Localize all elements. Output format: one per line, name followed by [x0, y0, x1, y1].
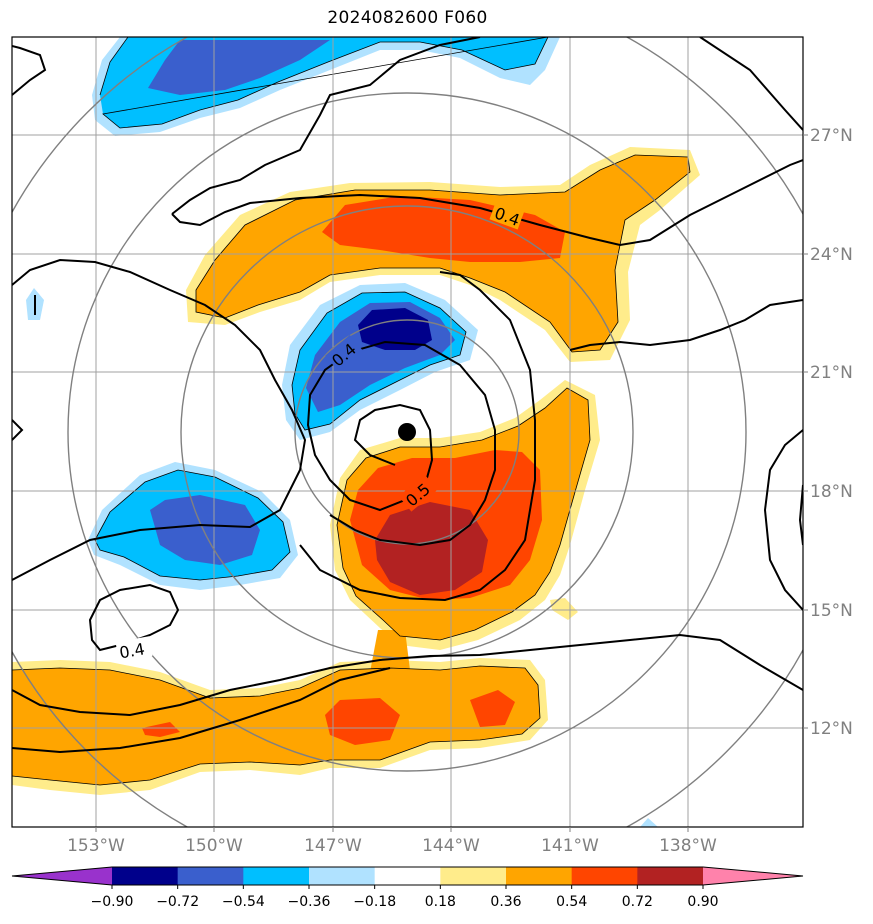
lon-tick-label: 153°W: [67, 836, 125, 856]
colorbar-label: 0.54: [556, 894, 587, 910]
lat-tick-label: 24°N: [810, 245, 853, 265]
colorbar-label: −0.18: [353, 894, 396, 910]
colorbar-label: −0.36: [288, 894, 331, 910]
lon-tick-label: 138°W: [659, 836, 717, 856]
colorbar-segment: [506, 867, 573, 885]
colorbar: −0.90 −0.72 −0.54 −0.36 −0.18 0.18 0.36 0.54 0.7…: [11, 866, 804, 910]
colorbar-label: 0.36: [490, 894, 521, 910]
colorbar-extend-high: [703, 867, 803, 885]
lon-tick-label: 150°W: [185, 836, 243, 856]
longitude-axis: 153°W 150°W 147°W 144°W 141°W 138°W: [67, 827, 717, 856]
colorbar-label: 0.72: [622, 894, 653, 910]
colorbar-label: −0.90: [91, 894, 134, 910]
map-plot-area: 0.4 0.4 0.5 0.4: [12, 37, 803, 827]
storm-center-marker: [398, 423, 416, 441]
colorbar-segment: [309, 867, 376, 885]
colorbar-segment: [637, 867, 704, 885]
contour-label: 0.4: [118, 639, 146, 662]
map-frame: [11, 36, 804, 828]
colorbar-extend-low: [12, 867, 112, 885]
lon-tick-label: 141°W: [541, 836, 599, 856]
colorbar-segment: [374, 867, 441, 885]
latitude-axis: 27°N 24°N 21°N 18°N 15°N 12°N: [803, 126, 853, 739]
colorbar-label: −0.72: [156, 894, 199, 910]
negative-anomaly-shading: [26, 37, 658, 827]
lon-tick-label: 147°W: [304, 836, 362, 856]
lat-tick-label: 18°N: [810, 482, 853, 502]
map-title: 2024082600 F060: [327, 8, 488, 28]
lat-tick-label: 12°N: [810, 719, 853, 739]
lat-tick-label: 21°N: [810, 363, 853, 383]
colorbar-label: −0.54: [222, 894, 265, 910]
colorbar-segment: [440, 867, 507, 885]
lat-tick-label: 15°N: [810, 601, 853, 621]
colorbar-label: 0.18: [425, 894, 456, 910]
colorbar-segment: [112, 867, 179, 885]
positive-anomaly-shading: [12, 147, 700, 795]
colorbar-segment: [571, 867, 638, 885]
colorbar-label: 0.90: [687, 894, 718, 910]
lon-tick-label: 144°W: [422, 836, 480, 856]
lat-tick-label: 27°N: [810, 126, 853, 146]
contour-lines: [12, 37, 803, 754]
colorbar-segment: [177, 867, 244, 885]
colorbar-segment: [243, 867, 310, 885]
shading-outline: [12, 37, 691, 786]
